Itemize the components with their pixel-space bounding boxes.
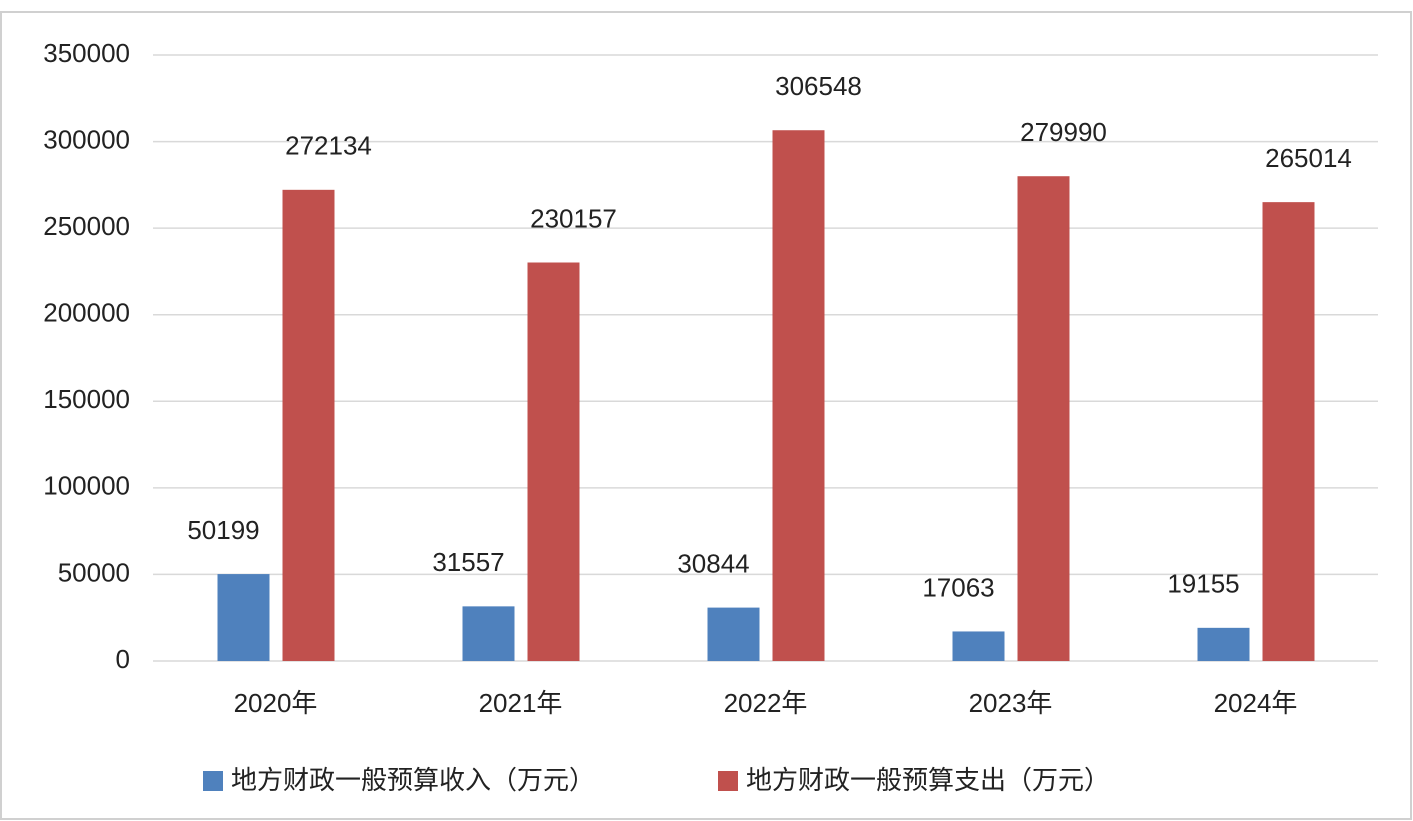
bar [282, 189, 335, 662]
x-tick-label: 2022年 [724, 688, 808, 718]
y-tick-label: 150000 [43, 384, 130, 414]
bar [952, 631, 1005, 661]
bar [1017, 176, 1070, 661]
data-label: 272134 [285, 131, 372, 161]
y-tick-label: 250000 [43, 211, 130, 241]
x-tick-label: 2023年 [969, 688, 1053, 718]
legend-swatch [718, 771, 738, 791]
x-tick-label: 2021年 [479, 688, 563, 718]
bar [1262, 202, 1315, 661]
data-label: 230157 [530, 203, 617, 233]
data-label: 30844 [677, 548, 749, 578]
legend-label: 地方财政一般预算支出（万元） [746, 765, 1110, 795]
bar [527, 262, 580, 661]
bar [462, 606, 515, 661]
data-label: 265014 [1265, 143, 1352, 173]
y-tick-label: 350000 [43, 38, 130, 68]
x-tick-label: 2020年 [234, 688, 318, 718]
bar [217, 574, 270, 661]
bar [707, 607, 760, 661]
bar [772, 130, 825, 662]
data-label: 19155 [1167, 569, 1239, 599]
legend-swatch [203, 771, 223, 791]
data-label: 306548 [775, 71, 862, 101]
y-tick-label: 50000 [58, 557, 130, 587]
bar [1197, 627, 1250, 661]
data-label: 50199 [187, 515, 259, 545]
data-label: 279990 [1020, 117, 1107, 147]
data-label: 31557 [432, 547, 504, 577]
legend-label: 地方财政一般预算收入（万元） [231, 765, 595, 795]
y-tick-label: 0 [116, 644, 130, 674]
y-tick-label: 300000 [43, 124, 130, 154]
data-label: 17063 [922, 572, 994, 602]
y-tick-label: 200000 [43, 298, 130, 328]
y-tick-label: 100000 [43, 471, 130, 501]
chart-border [0, 11, 1412, 820]
x-tick-label: 2024年 [1214, 688, 1298, 718]
